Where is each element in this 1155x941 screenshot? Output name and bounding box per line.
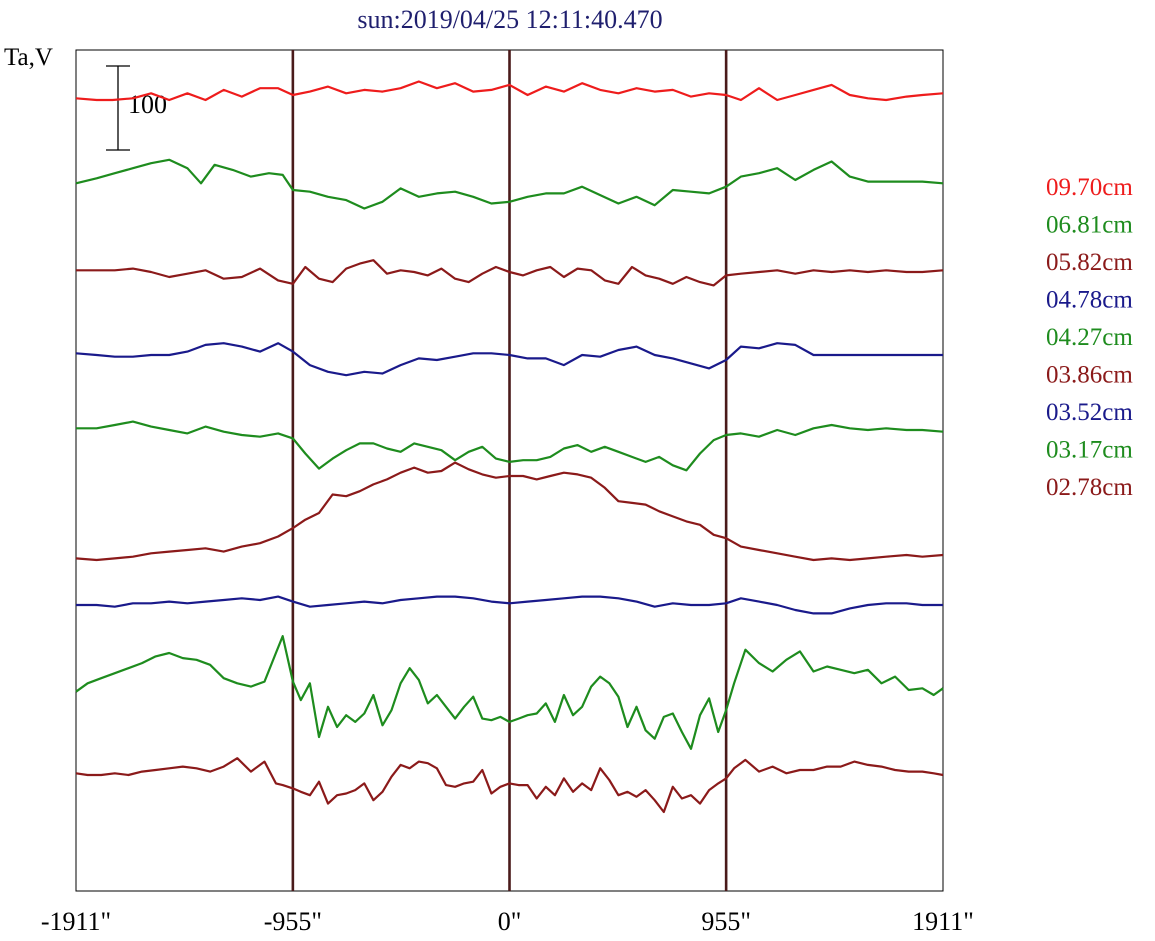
- series-line-05.82cm: [76, 259, 944, 287]
- legend-entry-03.86cm: 03.86cm: [1046, 362, 1133, 389]
- legend-entry-09.70cm: 09.70cm: [1046, 174, 1133, 201]
- x-tick-label-3: 955": [701, 907, 751, 936]
- series-line-03.86cm: [75, 461, 944, 562]
- vertical-markers: [291, 50, 728, 891]
- legend-entry-03.17cm: 03.17cm: [1046, 437, 1133, 464]
- series-line-09.70cm: [75, 80, 944, 102]
- series-line-02.78cm: [75, 757, 944, 814]
- legend-entry-04.78cm: 04.78cm: [1046, 287, 1133, 314]
- x-tick-label-4: 1911": [912, 907, 974, 936]
- scale-bar: 100: [106, 65, 167, 151]
- chart-title: sun:2019/04/25 12:11:40.470: [357, 5, 662, 34]
- x-tick-labels: -1911" -955" 0" 955" 1911": [41, 907, 974, 936]
- x-tick-label-1: -955": [264, 907, 322, 936]
- legend-entry-03.52cm: 03.52cm: [1046, 399, 1133, 426]
- legend-entry-04.27cm: 04.27cm: [1046, 324, 1133, 351]
- x-tick-label-2: 0": [498, 907, 522, 936]
- y-axis-label: Ta,V: [4, 44, 53, 71]
- series-line-04.27cm: [76, 420, 944, 472]
- legend-entry-02.78cm: 02.78cm: [1046, 474, 1133, 501]
- series-lines: [75, 80, 944, 814]
- legend-entry-05.82cm: 05.82cm: [1046, 249, 1133, 276]
- series-line-03.17cm: [75, 635, 944, 750]
- legend-entry-06.81cm: 06.81cm: [1046, 212, 1133, 239]
- x-tick-label-0: -1911": [41, 907, 111, 936]
- series-line-03.52cm: [76, 595, 943, 615]
- series-line-04.78cm: [75, 342, 943, 377]
- legend: 09.70cm 06.81cm 05.82cm 04.78cm 04.27cm 03.86…: [1046, 174, 1133, 501]
- series-line-06.81cm: [75, 158, 944, 210]
